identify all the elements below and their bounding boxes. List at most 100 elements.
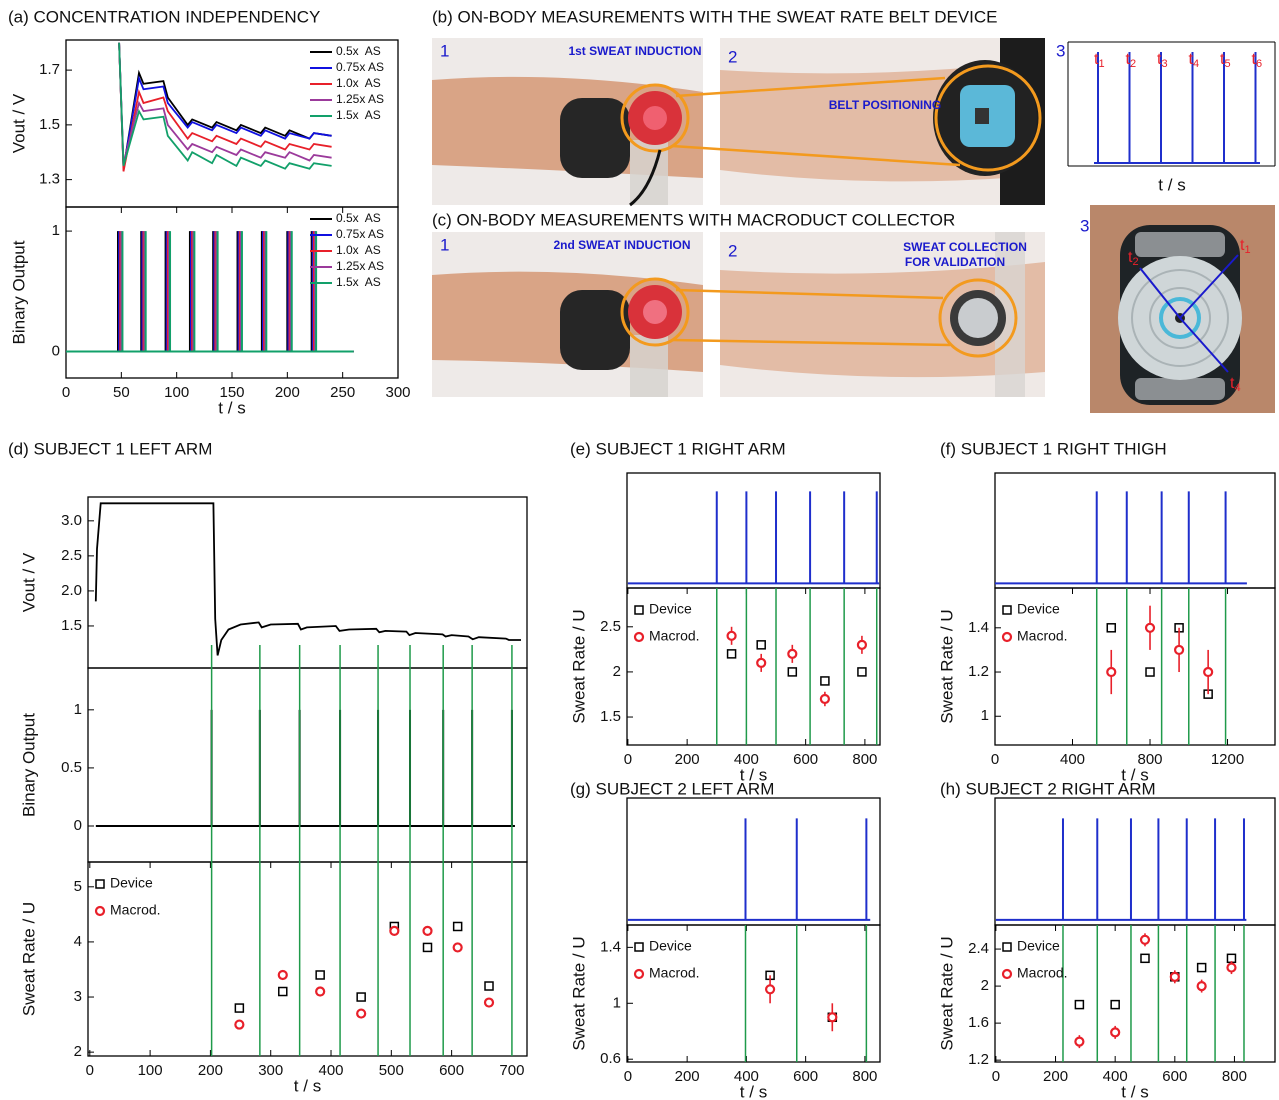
y-tick-label: 2: [981, 977, 989, 994]
point-circle: [1198, 982, 1206, 990]
legend-marker: [635, 606, 643, 614]
point-circle: [1204, 668, 1212, 676]
time-index: 2: [1130, 58, 1136, 70]
panel-title: (d) SUBJECT 1 LEFT ARM: [8, 439, 212, 458]
point-circle: [788, 650, 796, 658]
x-tick-label: 250: [330, 384, 355, 401]
point-square: [1075, 1001, 1083, 1009]
point-circle: [728, 632, 736, 640]
figure: (b) ON-BODY MEASUREMENTS WITH THE SWEAT …: [0, 0, 1279, 1100]
x-tick-label: 0: [992, 1068, 1000, 1085]
legend-label: Macrod.: [649, 965, 700, 981]
x-tick-label: 200: [1043, 1068, 1068, 1085]
y-tick-label: 1: [74, 701, 82, 718]
time-index: 5: [1224, 58, 1230, 70]
time-label: t6: [1252, 51, 1263, 70]
data-line: [119, 43, 332, 164]
legend-marker: [635, 633, 643, 641]
y-tick-label: 2.5: [600, 618, 621, 635]
point-circle: [766, 985, 774, 993]
legend-marker: [96, 907, 104, 915]
legend-label: Macrod.: [649, 628, 700, 644]
data-line: [119, 43, 332, 172]
y-axis-label: Sweat Rate / U: [569, 936, 588, 1050]
point-circle: [316, 988, 324, 996]
legend-marker: [1003, 633, 1011, 641]
point-circle: [1171, 973, 1179, 981]
y-tick-label: 1.2: [968, 1051, 989, 1068]
x-tick-label: 200: [198, 1062, 223, 1079]
legend-label: 1.0x AS: [336, 76, 381, 90]
y-tick-label: 2: [74, 1043, 82, 1060]
plot-frame: [88, 668, 527, 862]
legend-label: 0.75x AS: [336, 60, 384, 74]
point-square: [1141, 954, 1149, 962]
x-tick-label: 50: [113, 384, 130, 401]
point-square: [357, 993, 365, 1001]
panel-title: (h) SUBJECT 2 RIGHT ARM: [940, 779, 1156, 798]
panel-title: (g) SUBJECT 2 LEFT ARM: [570, 779, 774, 798]
x-tick-label: 200: [275, 384, 300, 401]
photo-b1: [432, 38, 703, 205]
time-index: 4: [1193, 58, 1199, 70]
panel-title: (a) CONCENTRATION INDEPENDENCY: [8, 7, 320, 26]
y-tick-label: 1.5: [600, 708, 621, 725]
legend-label: 1.25x AS: [336, 259, 384, 273]
plot-frame: [88, 862, 527, 1056]
legend-marker: [635, 943, 643, 951]
point-square: [1198, 964, 1206, 972]
x-tick-label: 300: [385, 384, 410, 401]
data-line: [96, 503, 521, 655]
y-tick-label: 3: [74, 988, 82, 1005]
y-axis-label: Binary Output: [9, 240, 28, 344]
legend-label: 0.5x AS: [336, 44, 381, 58]
legend-label: Macrod.: [1017, 965, 1068, 981]
y-tick-label: 2: [613, 663, 621, 680]
point-circle: [1075, 1038, 1083, 1046]
y-tick-label: 1: [52, 222, 60, 239]
time-label: t5: [1220, 51, 1231, 70]
point-circle: [1175, 646, 1183, 654]
legend-marker: [96, 880, 104, 888]
chart: 0.611.40200400600800t / sSweat Rate / UD…: [569, 925, 880, 1100]
axis-label: t / s: [1158, 175, 1185, 194]
legend-label: 1.25x AS: [336, 92, 384, 106]
chart: (h) SUBJECT 2 RIGHT ARM: [940, 779, 1275, 925]
point-circle: [1111, 1028, 1119, 1036]
point-square: [279, 988, 287, 996]
x-tick-label: 700: [499, 1062, 524, 1079]
point-circle: [424, 927, 432, 935]
y-tick-label: 1.3: [39, 171, 60, 188]
chart: (g) SUBJECT 2 LEFT ARM: [570, 779, 880, 925]
y-axis-label: Sweat Rate / U: [19, 902, 38, 1016]
chart: (a) CONCENTRATION INDEPENDENCY1.31.51.7V…: [8, 7, 398, 207]
y-axis-label: Sweat Rate / U: [937, 936, 956, 1050]
point-circle: [357, 1010, 365, 1018]
time-index: 1: [1244, 244, 1250, 256]
x-tick-label: 800: [1222, 1068, 1247, 1085]
chart: 01050100150200250300t / sBinary Output0.…: [9, 207, 410, 417]
y-tick-label: 0: [74, 817, 82, 834]
point-circle: [485, 999, 493, 1007]
x-tick-label: 200: [675, 751, 700, 768]
plot-frame: [88, 497, 527, 668]
point-square: [1111, 1001, 1119, 1009]
x-tick-label: 500: [379, 1062, 404, 1079]
y-axis-label: Sweat Rate / U: [937, 609, 956, 723]
y-tick-label: 2.4: [968, 940, 989, 957]
chart: (d) SUBJECT 1 LEFT ARM1.52.02.53.0Vout /…: [8, 439, 527, 668]
x-axis-label: t / s: [218, 398, 245, 417]
page: body { margin: 0; background: #fff; font…: [0, 0, 1279, 1100]
x-tick-label: 400: [319, 1062, 344, 1079]
legend-marker: [1003, 943, 1011, 951]
point-square: [788, 668, 796, 676]
y-tick-label: 1: [981, 707, 989, 724]
x-tick-label: 0: [991, 751, 999, 768]
legend-label: 0.75x AS: [336, 227, 384, 241]
x-tick-label: 0: [86, 1062, 94, 1079]
photo-caption: SWEAT COLLECTION: [903, 240, 1027, 254]
y-tick-label: 5: [74, 878, 82, 895]
x-tick-label: 1200: [1211, 751, 1244, 768]
y-tick-label: 4: [74, 933, 82, 950]
plot-frame: [627, 473, 880, 588]
